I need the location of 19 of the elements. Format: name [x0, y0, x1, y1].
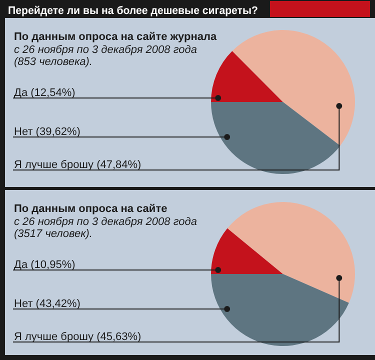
slice-label: Нет (39,62%) [14, 126, 80, 138]
text: (3517 человек). [14, 228, 92, 240]
pie-slice [227, 202, 355, 303]
text: (853 человека). [14, 56, 92, 68]
pie-slice [232, 30, 355, 146]
text: с 26 ноября по 3 декабря 2008 года [14, 216, 197, 228]
slice-label: Я лучше брошу (45,63%) [14, 331, 142, 343]
pie-slice [211, 228, 283, 274]
slice-label: Я лучше брошу (47,84%) [14, 159, 142, 171]
pie-slice [211, 102, 340, 174]
text: с 26 ноября по 3 декабря 2008 года [14, 44, 197, 56]
chart-subtitle: По данным опроса на сайте [14, 203, 168, 215]
pie-slice [211, 50, 283, 102]
slice-label: Нет (43,42%) [14, 298, 80, 310]
slice-label: Да (10,95%) [14, 259, 76, 271]
pie-slice [211, 274, 349, 346]
slice-label: Да (12,54%) [14, 87, 76, 99]
chart-title: Перейдете ли вы на более дешевые сигареты? [8, 5, 268, 17]
chart-subtitle: По данным опроса на сайте журнала [14, 31, 218, 43]
